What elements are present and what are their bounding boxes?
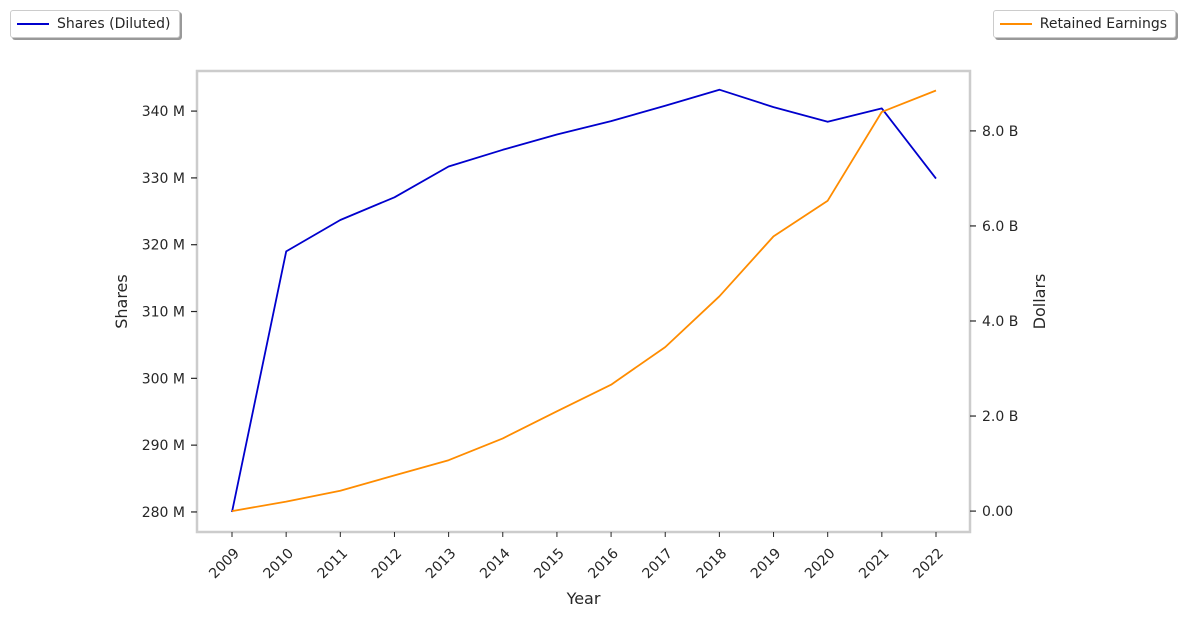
x-tick-label: 2014 <box>477 545 514 582</box>
right-y-tick-label: 2.0 B <box>982 409 1018 425</box>
x-tick-label: 2022 <box>910 546 947 583</box>
right-y-tick-label: 8.0 B <box>982 124 1018 140</box>
right-y-tick-label: 6.0 B <box>982 219 1018 235</box>
x-tick-label: 2019 <box>748 546 785 583</box>
x-tick-label: 2009 <box>206 546 243 583</box>
right-y-axis-title: Dollars <box>1030 274 1049 330</box>
left-y-tick-label: 290 M <box>142 438 185 454</box>
legend-label-retained-earnings: Retained Earnings <box>1039 16 1167 32</box>
x-tick-label: 2011 <box>315 546 352 583</box>
x-tick-label: 2013 <box>423 546 460 583</box>
left-y-tick-label: 320 M <box>142 238 185 254</box>
left-y-tick-label: 310 M <box>142 305 185 321</box>
series-line-retained-earnings <box>231 89 937 512</box>
right-y-tick-label: 0.00 <box>982 504 1013 520</box>
x-tick-label: 2010 <box>260 546 297 583</box>
series-line-shares-diluted <box>231 88 937 513</box>
legend-shares: Shares (Diluted) <box>10 10 180 38</box>
series-layer <box>231 88 937 513</box>
x-tick-label: 2015 <box>531 546 568 583</box>
left-y-tick-label: 330 M <box>142 171 185 187</box>
x-tick-label: 2020 <box>802 546 839 583</box>
x-axis: 2009 2010 2011 2012 2013 2014 2015 2016 2017 2018… <box>206 532 947 582</box>
plot-frame <box>195 69 972 534</box>
left-y-tick-label: 280 M <box>142 505 185 521</box>
legend-label-shares: Shares (Diluted) <box>57 16 171 32</box>
legend-swatch-retained-earnings <box>999 23 1032 25</box>
right-y-axis: 0.00 2.0 B 4.0 B 6.0 B 8.0 B <box>970 124 1018 520</box>
right-y-tick-label: 4.0 B <box>982 314 1018 330</box>
x-tick-label: 2021 <box>856 546 893 583</box>
x-tick-label: 2016 <box>585 545 622 582</box>
x-tick-label: 2012 <box>369 546 406 583</box>
left-y-tick-label: 340 M <box>142 104 185 120</box>
legend-retained-earnings: Retained Earnings <box>992 10 1176 38</box>
left-y-tick-label: 300 M <box>142 371 185 387</box>
x-axis-title: Year <box>566 589 601 608</box>
x-tick-label: 2018 <box>694 546 731 583</box>
left-y-axis-title: Shares <box>112 274 131 329</box>
x-tick-label: 2017 <box>640 546 677 583</box>
legend-swatch-shares <box>17 23 49 25</box>
left-y-axis: 280 M 290 M 300 M 310 M 320 M 330 M 340 M <box>142 104 197 521</box>
plot-area <box>195 69 972 534</box>
